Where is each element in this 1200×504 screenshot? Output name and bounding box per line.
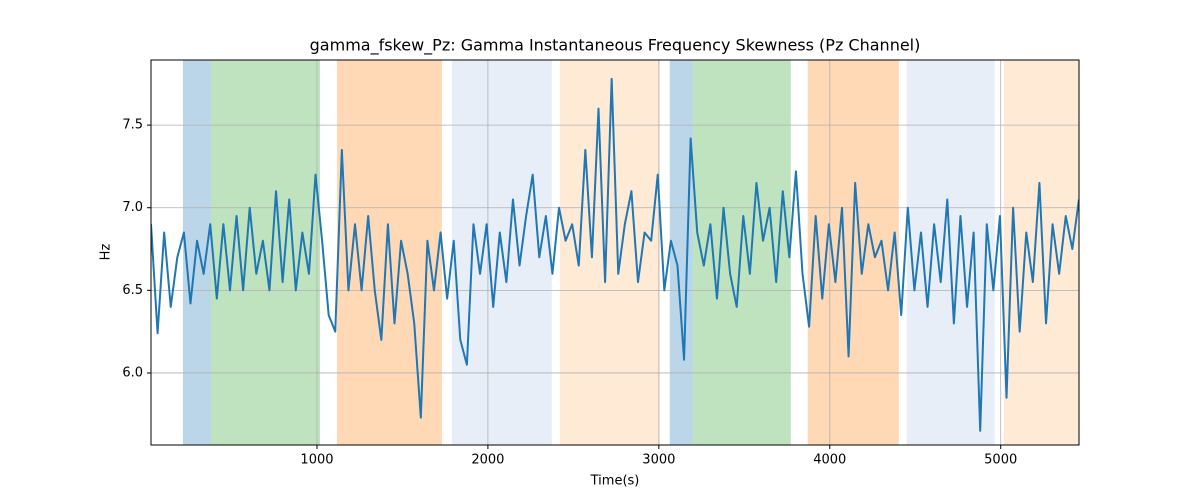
grid xyxy=(151,60,1079,445)
y-tick-label: 6.0 xyxy=(122,365,143,380)
axes: 1000 2000 3000 4000 5000 6.0 6.5 7.0 7.5 xyxy=(122,59,1080,468)
x-tick-label: 3000 xyxy=(642,453,675,468)
y-tick-label: 6.5 xyxy=(122,283,143,298)
y-tick-label: 7.0 xyxy=(122,200,143,215)
x-tick-label: 1000 xyxy=(300,453,333,468)
x-tick-label: 5000 xyxy=(984,453,1017,468)
lines xyxy=(151,77,1079,432)
chart-title: gamma_fskew_Pz: Gamma Instantaneous Freq… xyxy=(310,36,921,56)
y-tick-label: 7.5 xyxy=(122,118,143,133)
span xyxy=(692,60,791,445)
x-tick-label: 4000 xyxy=(813,453,846,468)
span xyxy=(210,60,321,445)
x-tick-label: 2000 xyxy=(471,453,504,468)
x-axis-label: Time(s) xyxy=(590,474,640,489)
plot-frame xyxy=(150,59,1080,446)
y-axis-label: Hz xyxy=(99,244,114,261)
data-line xyxy=(151,77,1079,432)
span xyxy=(669,60,693,445)
